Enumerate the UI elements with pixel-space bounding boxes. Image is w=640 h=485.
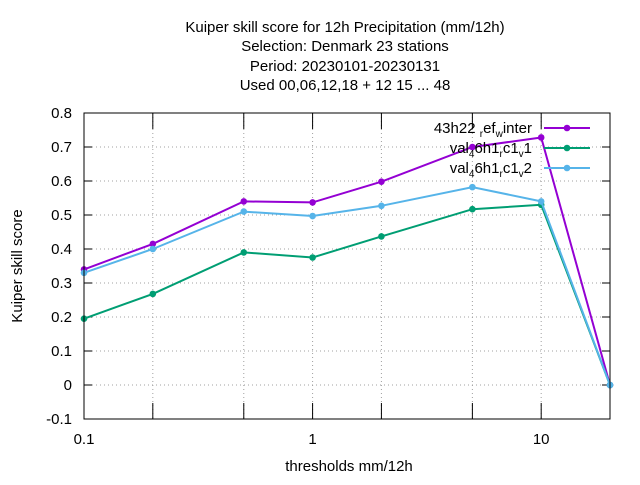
y-tick-label: 0.6 <box>51 173 72 190</box>
chart-title-line: Kuiper skill score for 12h Precipitation… <box>185 19 504 36</box>
data-point <box>149 240 157 248</box>
x-tick-label: 1 <box>308 431 316 448</box>
data-point <box>309 212 316 220</box>
legend-marker <box>563 124 571 132</box>
y-tick-label: 0.7 <box>51 139 72 156</box>
y-tick-label: 0.3 <box>51 275 72 292</box>
x-axis-title: thresholds mm/12h <box>285 458 413 475</box>
data-point <box>469 183 476 191</box>
data-point <box>378 202 385 210</box>
x-tick-label: 0.1 <box>74 431 95 448</box>
series-line <box>83 186 611 386</box>
data-point <box>149 245 157 253</box>
data-point <box>240 249 248 256</box>
legend-label: val46h1rc1v2 <box>450 160 532 180</box>
series-line <box>83 136 611 386</box>
y-tick-label: 0 <box>64 377 72 394</box>
series-line <box>83 203 611 386</box>
data-point <box>240 198 248 205</box>
data-point <box>469 143 476 151</box>
legend-label: val46h1rc1v1 <box>450 140 532 160</box>
data-point <box>309 199 316 206</box>
y-tick-label: -0.1 <box>46 411 72 428</box>
y-tick-label: 0.5 <box>51 207 72 224</box>
y-tick-label: 0.1 <box>51 343 72 360</box>
y-tick-label: 0.8 <box>51 105 72 122</box>
legend-marker <box>563 144 571 152</box>
x-tick-label: 10 <box>533 431 550 448</box>
data-point <box>537 198 545 205</box>
y-tick-label: 0.2 <box>51 309 72 326</box>
data-point <box>378 178 385 185</box>
data-point <box>309 254 316 261</box>
data-point <box>240 208 248 215</box>
y-axis-title: Kuiper skill score <box>9 209 26 322</box>
data-point <box>149 290 157 298</box>
data-point <box>469 205 476 213</box>
y-tick-label: 0.4 <box>51 241 72 258</box>
legend-label: 43h22 refwinter <box>434 120 532 140</box>
plot-border <box>83 112 611 420</box>
chart-title-line: Used 00,06,12,18 + 12 15 ... 48 <box>240 77 451 94</box>
legend-marker <box>563 164 571 172</box>
data-point <box>378 233 385 240</box>
data-point <box>537 134 545 141</box>
chart-title-line: Period: 20230101-20230131 <box>250 58 440 75</box>
chart-title-line: Selection: Denmark 23 stations <box>241 38 449 55</box>
